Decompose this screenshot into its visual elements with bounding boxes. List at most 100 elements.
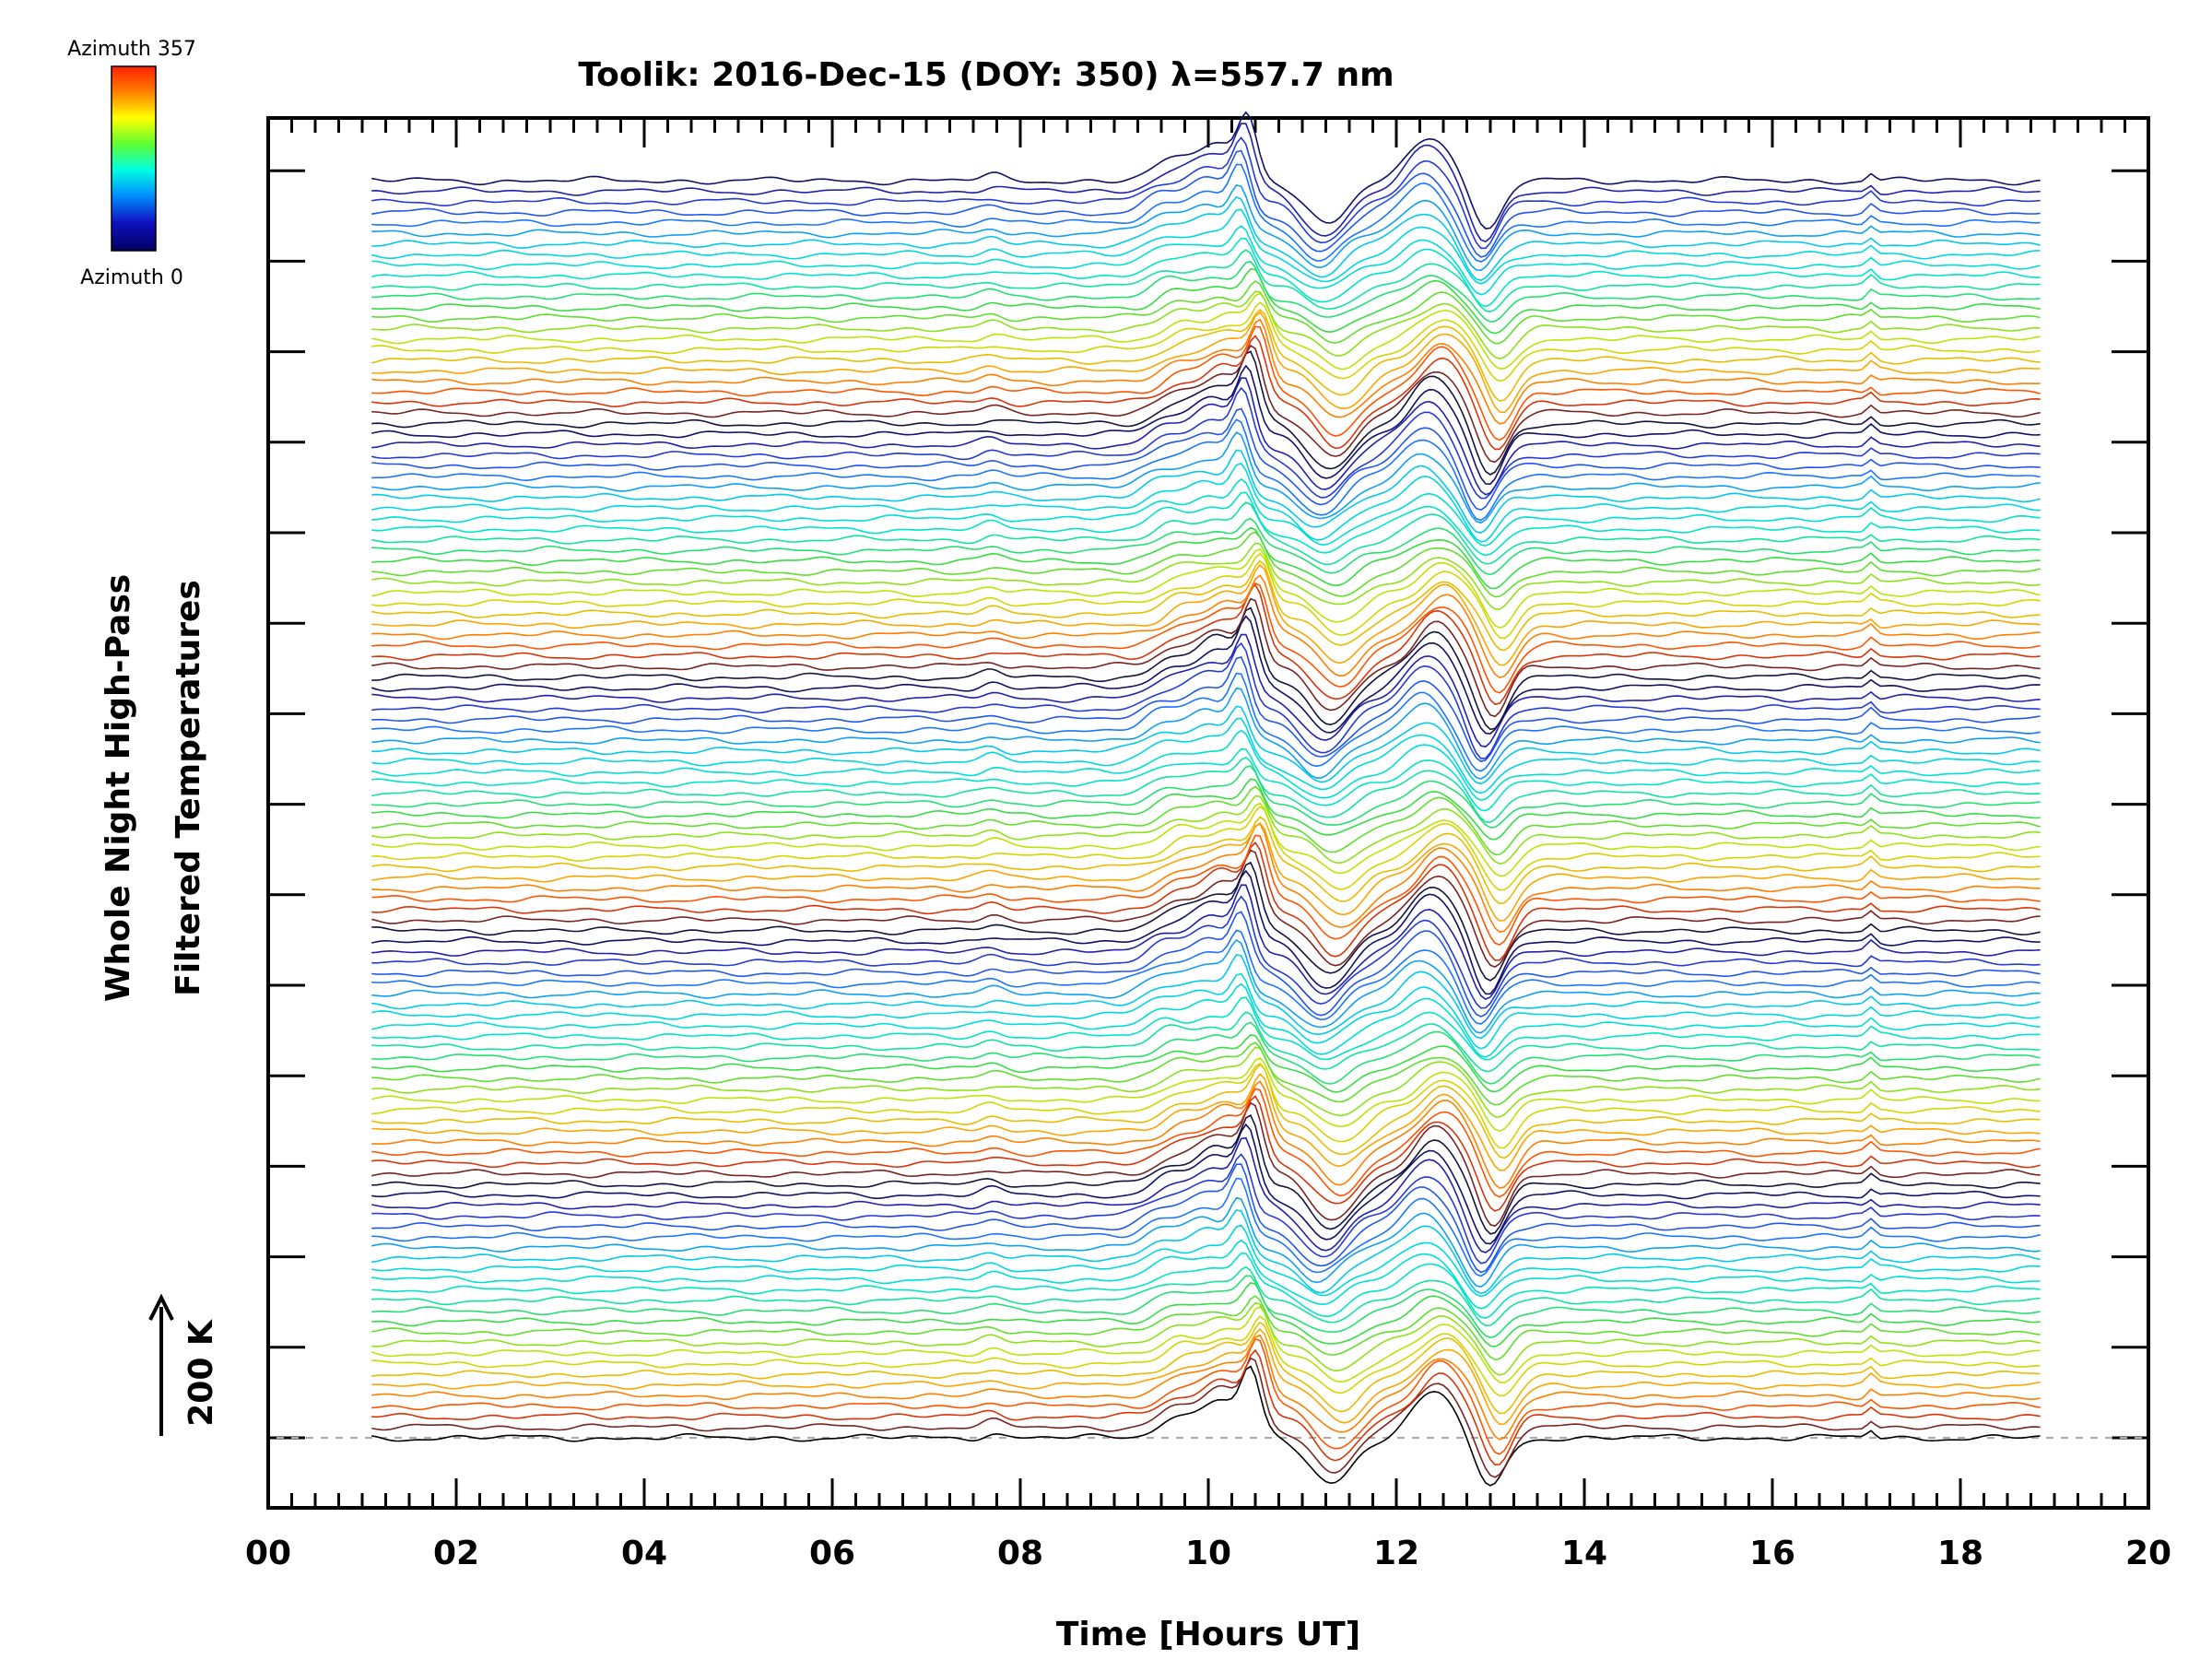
trace-line bbox=[371, 672, 2041, 772]
x-tick-label: 10 bbox=[1185, 1535, 1231, 1572]
trace-line bbox=[371, 183, 2041, 272]
trace-line bbox=[371, 1265, 2041, 1327]
trace-line bbox=[371, 1095, 2041, 1212]
x-tick-labels: 00 02 04 06 08 10 12 14 16 18 20 bbox=[245, 1535, 2171, 1572]
trace-line bbox=[371, 249, 2041, 313]
trace-line bbox=[371, 563, 2041, 666]
trace-line bbox=[371, 574, 2041, 678]
trace-line bbox=[371, 1046, 2041, 1118]
trace-line bbox=[371, 911, 2041, 1018]
trace-line bbox=[371, 386, 2041, 500]
trace-line bbox=[371, 335, 2041, 451]
trace-line bbox=[371, 884, 2041, 1001]
trace-line bbox=[371, 583, 2041, 706]
trace-line bbox=[371, 633, 2041, 748]
trace-line bbox=[371, 938, 2041, 1034]
trace-line bbox=[371, 747, 2041, 812]
x-tick-label: 12 bbox=[1373, 1535, 1419, 1572]
trace-line bbox=[371, 778, 2041, 841]
trace-line bbox=[371, 418, 2041, 522]
trace-line bbox=[371, 582, 2041, 694]
trace-line bbox=[371, 1275, 2041, 1339]
trace-line bbox=[371, 237, 2041, 308]
trace-line bbox=[371, 1063, 2041, 1159]
trace-line bbox=[371, 1177, 2041, 1277]
colorbar-top-label: Azimuth 357 bbox=[67, 38, 196, 61]
trace-line bbox=[371, 802, 2041, 877]
trace-line bbox=[371, 806, 2041, 891]
trace-line bbox=[371, 318, 2041, 425]
colorbar-bottom-label: Azimuth 0 bbox=[80, 266, 183, 289]
trace-line bbox=[371, 756, 2041, 823]
trace-line bbox=[371, 861, 2041, 982]
scale-label: 200 K bbox=[182, 1319, 220, 1427]
trace-line bbox=[371, 225, 2041, 296]
trace-line bbox=[371, 477, 2041, 547]
x-axis-label: Time [Hours UT] bbox=[1056, 1616, 1360, 1653]
trace-line bbox=[371, 1209, 2041, 1295]
trace-line bbox=[371, 311, 2041, 414]
trace-line bbox=[371, 597, 2041, 718]
trace-line bbox=[371, 1041, 2041, 1106]
trace-line bbox=[371, 267, 2041, 335]
trace-line bbox=[371, 972, 2041, 1050]
trace-line bbox=[371, 290, 2041, 359]
scale-arrow-icon bbox=[148, 1293, 174, 1436]
y-axis-label-line1: Whole Night High-Pass bbox=[100, 574, 137, 1002]
trace-line bbox=[371, 149, 2041, 258]
trace-line bbox=[371, 954, 2041, 1040]
trace-line bbox=[371, 794, 2041, 865]
trace-line bbox=[371, 377, 2041, 496]
trace-line bbox=[371, 1301, 2041, 1376]
trace-line bbox=[371, 344, 2041, 464]
trace-line bbox=[371, 1357, 2041, 1478]
trace-line bbox=[371, 929, 2041, 1025]
x-tick-label: 08 bbox=[997, 1535, 1043, 1572]
x-tick-label: 06 bbox=[809, 1535, 855, 1572]
trace-line bbox=[371, 526, 2041, 590]
trace-line bbox=[371, 849, 2041, 968]
trace-line bbox=[371, 1239, 2041, 1310]
trace-line bbox=[371, 1348, 2041, 1466]
trace-line bbox=[371, 705, 2041, 785]
trace-line bbox=[371, 308, 2041, 402]
trace-line bbox=[371, 1073, 2041, 1171]
trace-line bbox=[371, 260, 2041, 323]
x-tick-label: 00 bbox=[245, 1535, 291, 1572]
trace-line bbox=[371, 123, 2041, 243]
trace-series bbox=[371, 111, 2041, 1487]
trace-line bbox=[371, 517, 2041, 576]
trace-line bbox=[371, 1328, 2041, 1426]
trace-line bbox=[371, 816, 2041, 905]
trace-line bbox=[371, 1136, 2041, 1253]
trace-line bbox=[371, 1252, 2041, 1319]
trace-line bbox=[371, 1315, 2041, 1397]
trace-line bbox=[371, 1057, 2041, 1133]
trace-line bbox=[371, 542, 2041, 610]
trace-line bbox=[371, 822, 2041, 934]
trace-line bbox=[371, 350, 2041, 476]
trace-line bbox=[371, 364, 2041, 486]
trace-line bbox=[371, 1123, 2041, 1245]
trace-line bbox=[371, 834, 2041, 947]
trace-line bbox=[371, 491, 2041, 557]
colorbar bbox=[111, 65, 157, 252]
trace-line bbox=[371, 462, 2041, 543]
trace-line bbox=[371, 501, 2041, 566]
trace-line bbox=[371, 765, 2041, 829]
trace-line bbox=[371, 1321, 2041, 1415]
trace-line bbox=[371, 431, 2041, 524]
trace-line bbox=[371, 1196, 2041, 1288]
trace-line bbox=[371, 1338, 2041, 1455]
trace-line bbox=[371, 195, 2041, 281]
trace-line bbox=[371, 841, 2041, 961]
trace-line bbox=[371, 1282, 2041, 1347]
trace-line bbox=[371, 1080, 2041, 1189]
trace-line bbox=[371, 982, 2041, 1058]
x-tick-label: 02 bbox=[433, 1535, 479, 1572]
trace-line bbox=[371, 1295, 2041, 1361]
chart-title: Toolik: 2016-Dec-15 (DOY: 350) λ=557.7 n… bbox=[578, 56, 1394, 94]
trace-line bbox=[371, 449, 2041, 534]
y-axis-label-line2: Filtered Temperatures bbox=[170, 580, 207, 996]
